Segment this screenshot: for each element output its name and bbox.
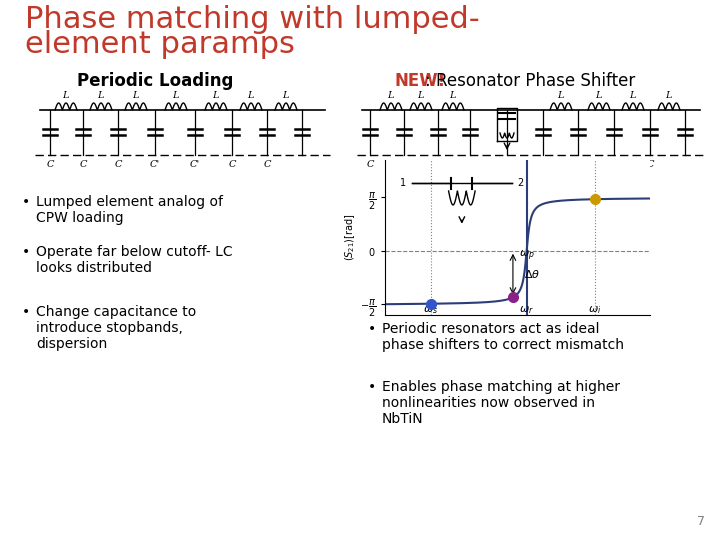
Text: L: L [449,91,455,100]
Text: dispersion: dispersion [36,337,107,351]
Text: Operate far below cutoff- LC: Operate far below cutoff- LC [36,245,233,259]
Text: : Resonator Phase Shifter: : Resonator Phase Shifter [425,72,635,90]
Text: C: C [366,160,374,169]
Text: Periodic Loading: Periodic Loading [77,72,233,90]
Text: C: C [264,160,271,169]
Text: C: C [114,160,122,169]
Text: C: C [611,160,618,169]
Text: •: • [22,195,30,209]
Text: •: • [368,380,377,394]
Text: •: • [22,245,30,259]
Text: •: • [22,305,30,319]
Text: C: C [434,160,442,169]
Text: 1: 1 [400,178,406,188]
Text: Lumped element analog of: Lumped element analog of [36,195,223,209]
Text: C: C [575,160,582,169]
Y-axis label: $(S_{21})$[rad]: $(S_{21})$[rad] [343,214,357,261]
Text: C: C [79,160,86,169]
Text: CPW loading: CPW loading [36,211,124,225]
Text: 2: 2 [518,178,523,188]
Text: element paramps: element paramps [25,30,295,59]
Text: looks distributed: looks distributed [36,261,152,275]
Text: C: C [46,160,54,169]
Text: C': C' [150,160,160,169]
Text: nonlinearities now observed in: nonlinearities now observed in [382,396,595,410]
Text: C: C [228,160,235,169]
Text: L: L [247,91,253,100]
Text: L: L [172,91,179,100]
Text: L: L [62,91,68,100]
Text: C: C [647,160,654,169]
Text: phase shifters to correct mismatch: phase shifters to correct mismatch [382,338,624,352]
Text: $\omega_i$: $\omega_i$ [588,305,602,316]
Text: L: L [387,91,393,100]
Text: L: L [665,91,671,100]
Text: $\Delta\theta$: $\Delta\theta$ [524,268,540,280]
Text: L: L [629,91,635,100]
Text: Enables phase matching at higher: Enables phase matching at higher [382,380,620,394]
Text: L: L [212,91,218,100]
Text: NbTiN: NbTiN [382,412,423,426]
Text: L: L [132,91,138,100]
Text: Periodic resonators act as ideal: Periodic resonators act as ideal [382,322,600,336]
Text: Change capacitance to: Change capacitance to [36,305,197,319]
Text: L: L [282,91,288,100]
Text: introduce stopbands,: introduce stopbands, [36,321,183,335]
Text: C: C [467,160,474,169]
Text: L: L [96,91,103,100]
Text: C: C [539,160,546,169]
Text: $\omega_s$: $\omega_s$ [423,305,438,316]
Text: 7: 7 [697,515,705,528]
Text: Phase matching with lumped-: Phase matching with lumped- [25,5,480,34]
Text: C': C' [190,160,200,169]
Text: •: • [368,322,377,336]
Text: C: C [400,160,408,169]
Text: $\omega_p$: $\omega_p$ [518,248,534,263]
Text: L: L [417,91,423,100]
Text: L: L [595,91,601,100]
Text: L: L [557,91,563,100]
Text: $\omega_r$: $\omega_r$ [519,305,534,316]
Text: NEW!: NEW! [395,72,446,90]
